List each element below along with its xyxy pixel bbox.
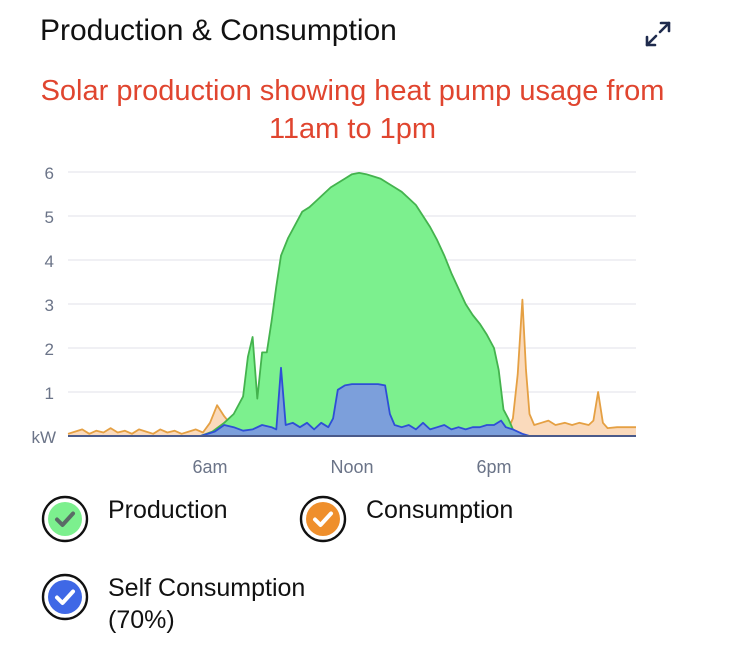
- legend-self-consumption-label: Self Consumption (70%): [108, 572, 305, 636]
- legend-self-consumption[interactable]: Self Consumption (70%): [40, 572, 305, 636]
- energy-area-chart: 1 2 3 4 5 6 kW 6am Noon 6pm: [31, 164, 636, 477]
- self-consumption-area: [68, 367, 636, 436]
- x-tick-label: 6am: [192, 457, 227, 477]
- y-unit-label: kW: [31, 428, 56, 447]
- legend-consumption[interactable]: Consumption: [298, 494, 513, 544]
- expand-icon[interactable]: [640, 16, 676, 52]
- consumption-line: [67, 298, 636, 435]
- y-tick-label: 6: [45, 164, 54, 183]
- annotation-line-1: Solar production showing heat pump usage…: [40, 75, 665, 107]
- x-tick-label: 6pm: [476, 457, 511, 477]
- card-title: Production & Consumption: [40, 14, 397, 47]
- y-tick-label: 5: [45, 208, 54, 227]
- y-tick-label: 4: [45, 252, 54, 271]
- y-tick-label: 1: [45, 384, 54, 403]
- legend-consumption-label: Consumption: [366, 496, 514, 524]
- legend-production-label: Production: [108, 496, 228, 524]
- production-check-circle-icon: [41, 495, 89, 543]
- legend-production[interactable]: Production: [40, 494, 228, 544]
- x-tick-label: Noon: [330, 457, 373, 477]
- y-axis: 1 2 3 4 5 6 kW: [31, 164, 56, 447]
- chart-annotation: Solar production showing heat pump usage…: [0, 72, 705, 148]
- y-tick-label: 2: [45, 340, 54, 359]
- chart-series: [67, 172, 636, 437]
- legend-self-consumption-name: Self Consumption: [108, 574, 306, 602]
- consumption-area: [68, 299, 636, 436]
- self-consumption-check-circle-icon: [41, 573, 89, 621]
- production-line: [68, 172, 636, 437]
- annotation-line-2: 11am to 1pm: [268, 113, 437, 145]
- y-tick-label: 3: [45, 296, 54, 315]
- x-axis: 6am Noon 6pm: [68, 435, 636, 477]
- self-consumption-line: [68, 366, 636, 437]
- legend-self-consumption-percent: (70%): [108, 606, 175, 634]
- production-area: [68, 172, 636, 436]
- consumption-check-circle-icon: [299, 495, 347, 543]
